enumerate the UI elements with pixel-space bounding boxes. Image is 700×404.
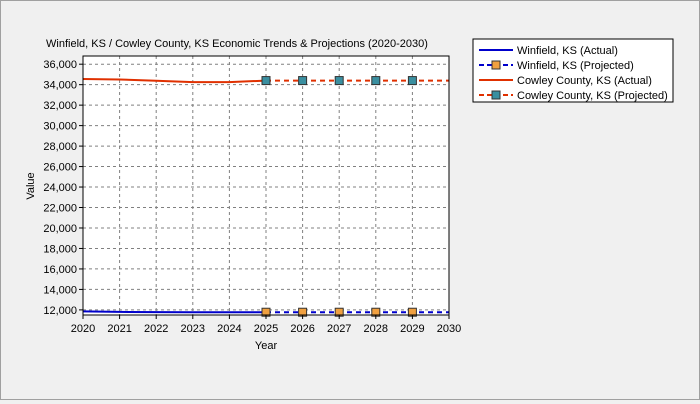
y-tick-label-3: 18,000 (43, 243, 77, 255)
x-tick-label-8: 2028 (364, 323, 388, 335)
y-tick-label-5: 22,000 (43, 203, 77, 215)
x-tick-label-9: 2029 (400, 323, 424, 335)
x-axis-title: Year (255, 340, 278, 352)
y-tick-label-12: 36,000 (43, 59, 77, 71)
x-tick-label-7: 2027 (327, 323, 351, 335)
x-tick-label-4: 2024 (217, 323, 241, 335)
legend-label-1: Winfield, KS (Projected) (517, 60, 634, 72)
y-tick-label-6: 24,000 (43, 182, 77, 194)
x-tick-label-0: 2020 (71, 323, 95, 335)
series-3-point-0 (261, 76, 271, 86)
x-tick-label-10: 2030 (437, 323, 461, 335)
legend: Winfield, KS (Actual) Winfield, KS (Proje… (472, 38, 674, 103)
series-3-point-1 (298, 76, 308, 86)
legend-label-0: Winfield, KS (Actual) (517, 45, 618, 57)
series-3-point-3 (371, 76, 381, 86)
y-axis-ticks: 12,000 14,000 16,000 18,000 20,000 22,000 24,0… (43, 59, 83, 317)
legend-label-2: Cowley County, KS (Actual) (517, 75, 652, 87)
series-line-2 (82, 78, 267, 84)
y-tick-label-8: 28,000 (43, 141, 77, 153)
legend-marker-1 (491, 60, 501, 70)
series-3-point-4 (407, 76, 417, 86)
x-tick-label-2: 2022 (144, 323, 168, 335)
y-tick-label-10: 32,000 (43, 100, 77, 112)
legend-marker-3 (491, 90, 501, 100)
chart-title: Winfield, KS / Cowley County, KS Economi… (46, 38, 428, 50)
legend-label-3: Cowley County, KS (Projected) (517, 90, 668, 102)
x-axis-ticks: 2020 2021 2022 2023 2024 2025 2026 2027 2028 2029… (71, 315, 461, 335)
x-tick-label-3: 2023 (181, 323, 205, 335)
y-tick-label-0: 12,000 (43, 305, 77, 317)
x-tick-label-6: 2026 (290, 323, 314, 335)
y-tick-label-9: 30,000 (43, 121, 77, 133)
y-tick-label-7: 26,000 (43, 162, 77, 174)
series-3-point-2 (334, 76, 344, 86)
y-tick-label-11: 34,000 (43, 80, 77, 92)
x-tick-label-1: 2021 (107, 323, 131, 335)
y-tick-label-4: 20,000 (43, 223, 77, 235)
y-tick-label-2: 16,000 (43, 264, 77, 276)
x-tick-label-5: 2025 (254, 323, 278, 335)
y-axis-title: Value (25, 172, 37, 199)
y-tick-label-1: 14,000 (43, 284, 77, 296)
series-line-0 (82, 310, 267, 314)
